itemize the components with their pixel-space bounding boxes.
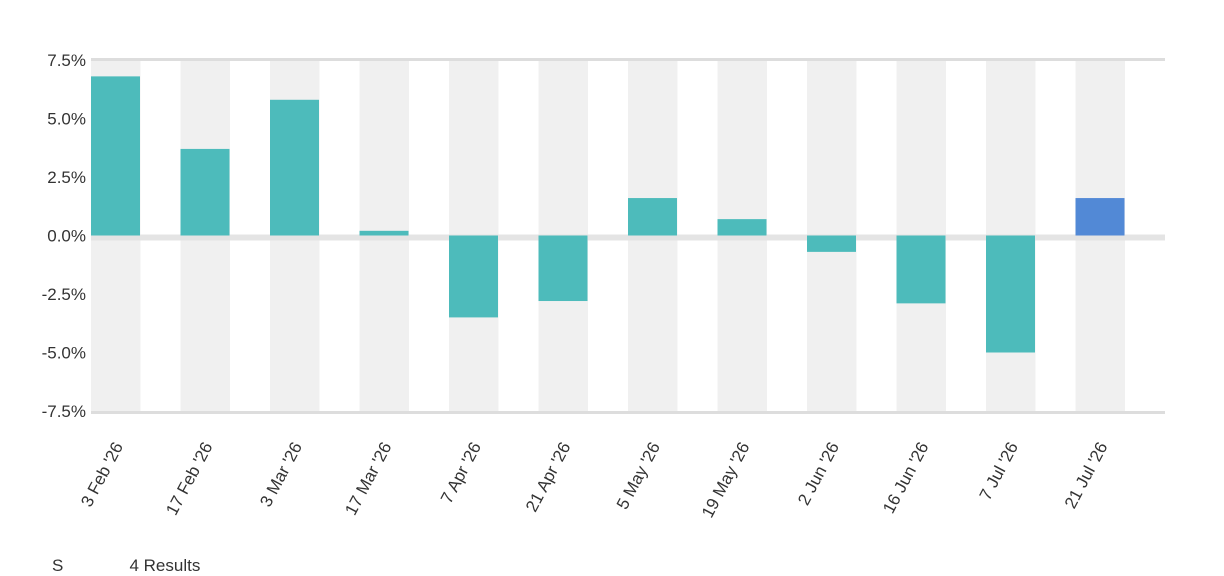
bar	[91, 76, 140, 236]
bar	[270, 99, 319, 236]
y-tick-label: 5.0%	[47, 110, 86, 129]
bar	[180, 148, 230, 236]
footer-partial-text: S 4 Results	[52, 556, 201, 575]
y-tick-label: -7.5%	[42, 402, 86, 421]
x-axis-ticks: 3 Feb '26 17 Feb '26 3 Mar '26 17 Mar '26 7 …	[77, 439, 1111, 521]
y-tick-label: 2.5%	[47, 168, 86, 187]
x-tick-label: 5 May '26	[613, 439, 664, 513]
bar	[896, 235, 946, 304]
zero-line	[91, 234, 1165, 241]
y-tick-label: -5.0%	[42, 344, 86, 363]
bar	[538, 235, 588, 302]
x-tick-label: 3 Feb '26	[77, 439, 127, 510]
x-tick-label: 7 Jul '26	[976, 439, 1022, 503]
x-tick-label: 2 Jun '26	[794, 439, 843, 508]
x-tick-label: 21 Jul '26	[1061, 439, 1112, 512]
x-tick-label: 3 Mar '26	[256, 439, 306, 510]
bar	[628, 198, 677, 236]
x-tick-label: 21 Apr '26	[522, 439, 574, 515]
axis-lines	[91, 58, 1165, 414]
x-tick-label: 19 May '26	[698, 439, 754, 521]
y-tick-label: 7.5%	[47, 51, 86, 70]
x-tick-label: 16 Jun '26	[879, 439, 932, 517]
bar	[1075, 198, 1125, 236]
y-tick-label: -2.5%	[42, 285, 86, 304]
bar	[449, 235, 498, 318]
bars	[91, 76, 1125, 353]
y-axis-ticks: 7.5% 5.0% 2.5% 0.0% -2.5% -5.0% -7.5%	[42, 51, 86, 421]
bar	[717, 219, 767, 236]
x-tick-label: 17 Feb '26	[162, 439, 216, 518]
x-tick-label: 7 Apr '26	[437, 439, 485, 507]
top-axis-line	[91, 58, 1165, 61]
bar	[807, 235, 856, 252]
bottom-axis-line	[91, 411, 1165, 414]
x-tick-label: 17 Mar '26	[341, 439, 395, 518]
bar	[986, 235, 1035, 353]
bar	[359, 230, 409, 236]
y-tick-label: 0.0%	[47, 227, 86, 246]
